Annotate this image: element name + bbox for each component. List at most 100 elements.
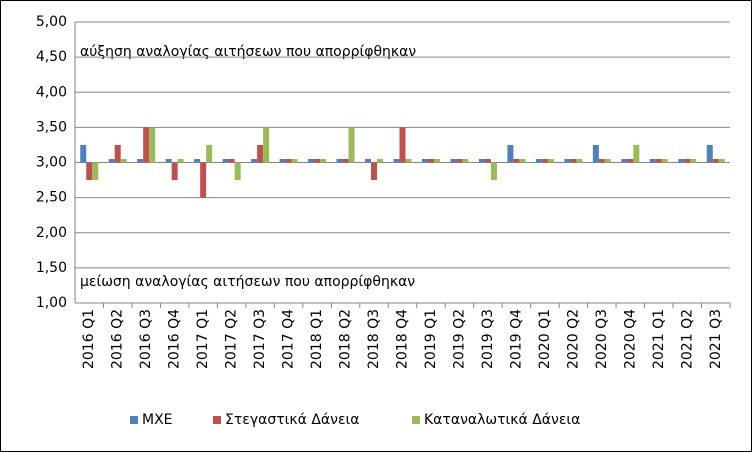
bar — [206, 144, 213, 163]
bar — [228, 158, 235, 163]
bar — [314, 158, 321, 163]
bar — [655, 158, 662, 163]
x-tick-label: 2020 Q4 — [622, 309, 638, 369]
bar — [478, 158, 485, 163]
x-tick-label: 2019 Q4 — [508, 309, 524, 369]
x-tick-label: 2016 Q4 — [167, 309, 183, 369]
x-tick-label: 2021 Q3 — [708, 309, 724, 369]
x-tick-label: 2016 Q3 — [138, 309, 154, 369]
bar — [86, 162, 93, 181]
bar — [570, 158, 577, 163]
x-tick-label: 2018 Q2 — [338, 309, 354, 369]
bar — [92, 162, 99, 181]
bar — [690, 158, 697, 163]
bar — [200, 162, 207, 198]
bar — [194, 158, 201, 163]
legend-swatch — [412, 416, 420, 424]
x-tick-label: 2017 Q4 — [281, 309, 297, 369]
bar — [251, 158, 258, 163]
x-tick-label: 2019 Q2 — [451, 309, 467, 369]
x-tick-label: 2016 Q2 — [110, 309, 126, 369]
bar — [405, 158, 412, 163]
y-tick-label: 4,00 — [36, 84, 67, 100]
bar — [564, 158, 571, 163]
bar — [171, 162, 178, 181]
bar — [598, 158, 605, 163]
bar — [137, 158, 144, 163]
x-tick-label: 2020 Q1 — [537, 309, 553, 369]
y-tick-label: 2,00 — [36, 225, 67, 241]
bar — [462, 158, 469, 163]
y-tick-label: 5,00 — [36, 14, 67, 30]
x-tick-label: 2019 Q3 — [480, 309, 496, 369]
bar — [143, 127, 150, 163]
x-tick-label: 2016 Q1 — [81, 309, 97, 369]
bar — [621, 158, 628, 163]
bar — [649, 158, 656, 163]
bar — [490, 162, 497, 181]
y-tick-label: 1,00 — [36, 295, 67, 311]
bar — [336, 158, 343, 163]
bar — [712, 158, 719, 163]
bar — [535, 158, 542, 163]
x-tick-label: 2017 Q3 — [252, 309, 268, 369]
bar — [108, 158, 115, 163]
bar — [291, 158, 298, 163]
bar — [456, 158, 463, 163]
bar — [604, 158, 611, 163]
x-tick-label: 2018 Q4 — [395, 309, 411, 369]
bar — [706, 144, 713, 163]
bar — [427, 158, 434, 163]
bar — [257, 144, 264, 163]
bar — [377, 158, 384, 163]
annotation: μείωση αναλογίας αιτήσεων που απορρίφθηκ… — [80, 274, 415, 290]
bar — [678, 158, 685, 163]
bar — [519, 158, 526, 163]
x-tick-label: 2021 Q1 — [651, 309, 667, 369]
y-tick-label: 1,50 — [36, 260, 67, 276]
bar — [365, 158, 372, 163]
bar — [263, 127, 270, 163]
x-tick-label: 2017 Q2 — [224, 309, 240, 369]
legend-label: Καταναλωτικά Δάνεια — [424, 412, 580, 428]
bar — [484, 158, 491, 163]
x-tick-label: 2020 Q3 — [594, 309, 610, 369]
bar — [684, 158, 691, 163]
x-tick-label: 2019 Q1 — [423, 309, 439, 369]
bar — [450, 158, 457, 163]
y-tick-label: 3,50 — [36, 119, 67, 135]
bar — [348, 127, 355, 163]
bar — [661, 158, 668, 163]
bar — [285, 158, 292, 163]
x-tick-label: 2020 Q2 — [565, 309, 581, 369]
bar — [633, 144, 640, 163]
bar — [433, 158, 440, 163]
bar — [80, 144, 87, 163]
x-tick-label: 2018 Q3 — [366, 309, 382, 369]
bar — [279, 158, 286, 163]
bar — [592, 144, 599, 163]
bar — [421, 158, 428, 163]
bar — [507, 144, 514, 163]
y-tick-label: 4,50 — [36, 49, 67, 65]
bar — [234, 162, 241, 181]
annotation: αύξηση αναλογίας αιτήσεων που απορρίφθηκ… — [80, 44, 416, 60]
bar — [718, 158, 725, 163]
y-tick-label: 3,00 — [36, 155, 67, 171]
bar — [308, 158, 315, 163]
bar — [393, 158, 400, 163]
bar — [149, 127, 156, 163]
x-tick-label: 2017 Q1 — [195, 309, 211, 369]
bar — [513, 158, 520, 163]
bar — [177, 158, 184, 163]
bar — [120, 158, 127, 163]
legend-label: Στεγαστικά Δάνεια — [225, 412, 359, 428]
x-tick-label: 2021 Q2 — [679, 309, 695, 369]
y-tick-label: 2,50 — [36, 190, 67, 206]
bar — [342, 158, 349, 163]
bar — [627, 158, 634, 163]
bar — [320, 158, 327, 163]
legend-label: ΜΧΕ — [142, 412, 173, 428]
bar — [371, 162, 378, 181]
